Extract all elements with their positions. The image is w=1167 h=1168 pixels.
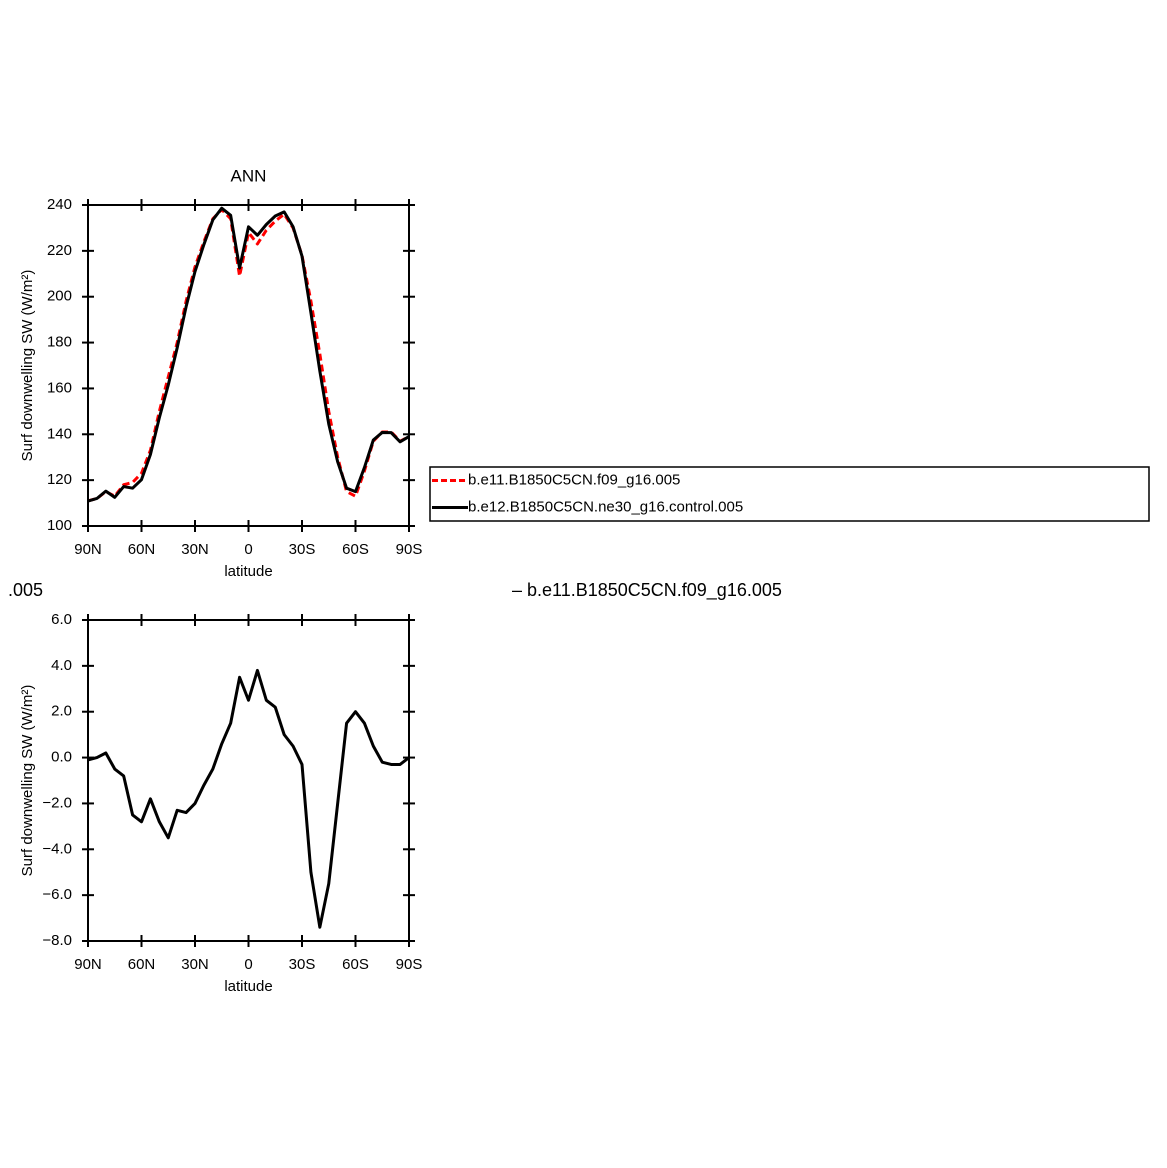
x-tick-label: 90S [396,956,423,973]
x-axis-label: latitude [224,978,272,995]
annotation: – b.e11.B1850C5CN.f09_g16.005 [512,580,782,601]
y-tick-label: 120 [47,471,72,488]
x-tick-label: 30S [289,956,316,973]
y-tick-label: 220 [47,242,72,259]
legend-label: b.e11.B1850C5CN.f09_g16.005 [468,471,680,488]
legend-box [429,466,1150,522]
y-tick-label: 180 [47,334,72,351]
x-tick-label: 90S [396,541,423,558]
x-tick-label: 60N [128,956,156,973]
y-tick-label: −8.0 [42,932,72,949]
chart-title: ANN [231,166,267,185]
legend-label: b.e12.B1850C5CN.ne30_g16.control.005 [468,498,743,515]
y-tick-label: 0.0 [51,749,72,766]
y-tick-label: 100 [47,517,72,534]
y-tick-label: −4.0 [42,840,72,857]
y-axis-label: Surf downwelling SW (W/m²) [19,270,36,462]
x-tick-label: 30S [289,541,316,558]
x-axis-label: latitude [224,563,272,580]
x-tick-label: 90N [74,956,102,973]
x-tick-label: 0 [244,541,252,558]
x-tick-label: 30N [181,956,209,973]
x-tick-label: 0 [244,956,252,973]
data-line [87,668,410,929]
y-tick-label: 4.0 [51,657,72,674]
y-tick-label: 160 [47,379,72,396]
x-tick-label: 60S [342,956,369,973]
annotation: .005 [8,580,43,600]
plot-frame [87,619,410,942]
data-line [87,208,410,503]
y-tick-label: 2.0 [51,703,72,720]
data-line [87,206,410,503]
x-tick-label: 60N [128,541,156,558]
y-axis-label: Surf downwelling SW (W/m²) [19,685,36,877]
x-tick-label: 60S [342,541,369,558]
y-tick-label: −6.0 [42,886,72,903]
y-tick-label: −2.0 [42,794,72,811]
x-tick-label: 30N [181,541,209,558]
x-tick-label: 90N [74,541,102,558]
y-tick-label: 140 [47,425,72,442]
y-tick-label: 240 [47,196,72,213]
y-tick-label: 6.0 [51,611,72,628]
y-tick-label: 200 [47,288,72,305]
